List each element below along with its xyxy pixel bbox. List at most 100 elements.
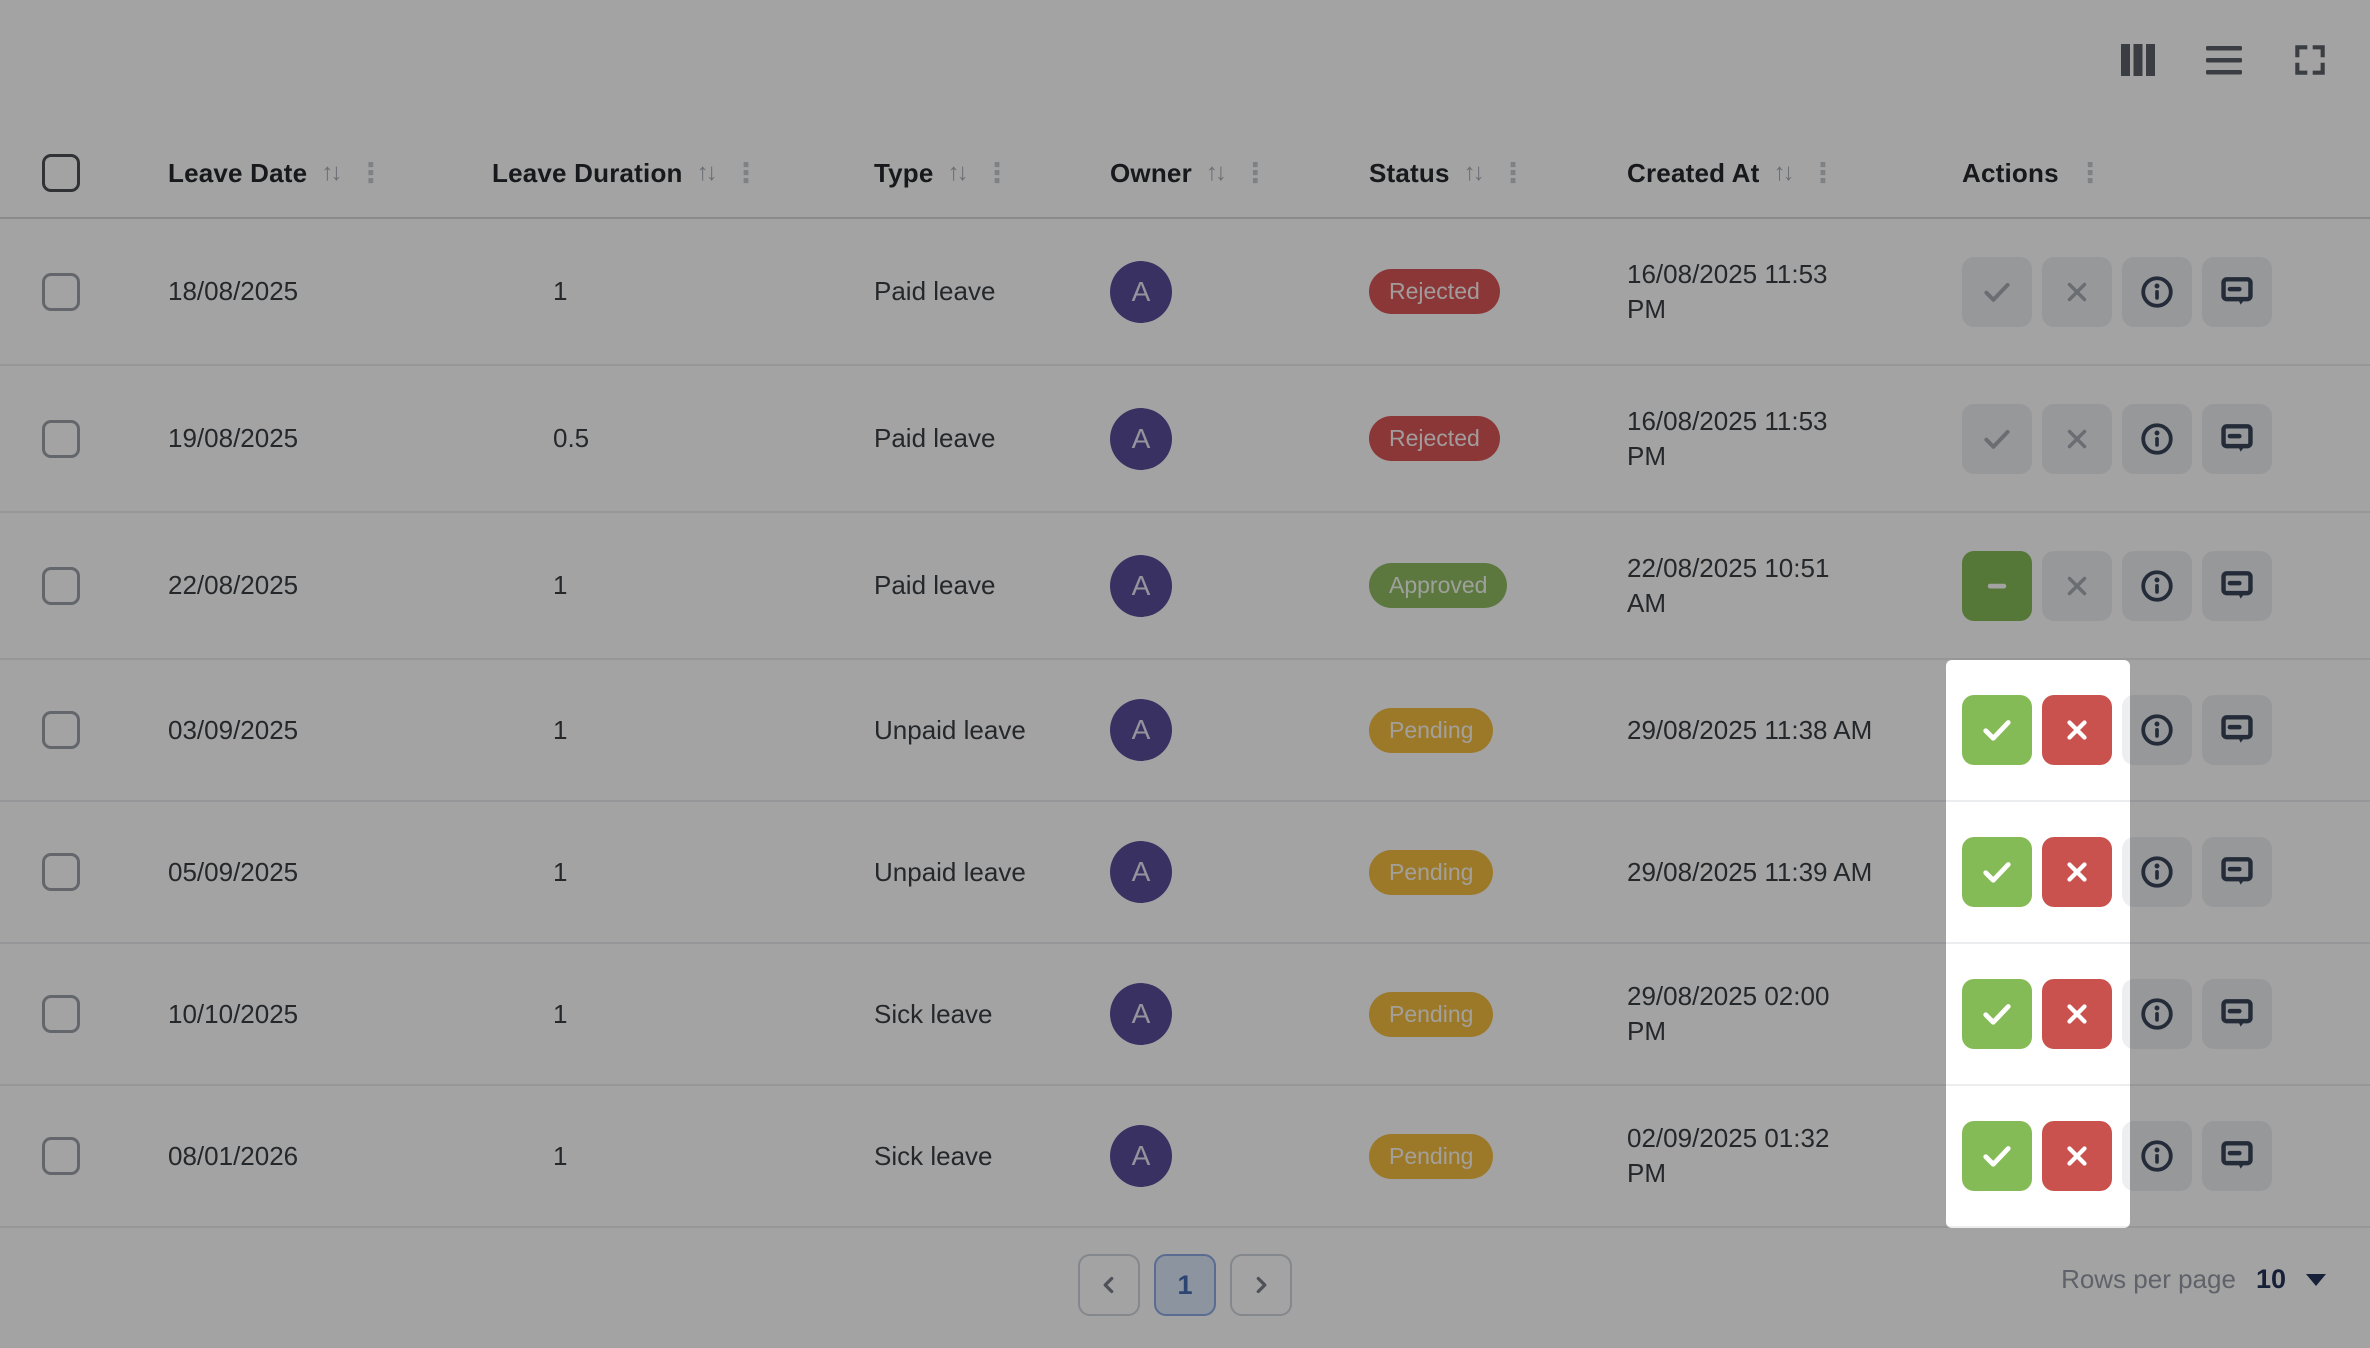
column-header-status: Status ↑↓ ⋮ xyxy=(1369,157,1527,188)
toggle-columns-button[interactable] xyxy=(2118,40,2158,80)
comment-button[interactable] xyxy=(2202,979,2272,1049)
comment-icon xyxy=(2221,857,2253,885)
info-icon xyxy=(2141,856,2173,888)
column-menu-icon[interactable]: ⋮ xyxy=(732,157,760,188)
approve-button[interactable] xyxy=(1962,837,2032,907)
select-all-checkbox[interactable] xyxy=(42,154,80,192)
check-icon xyxy=(1984,429,2010,449)
type-cell: Unpaid leave xyxy=(874,714,1026,745)
approve-button xyxy=(1962,403,2032,474)
check-icon xyxy=(1983,1004,2011,1025)
column-menu-icon[interactable]: ⋮ xyxy=(1499,157,1527,188)
comment-icon xyxy=(2221,423,2253,452)
column-header-type: Type ↑↓ ⋮ xyxy=(874,157,1011,188)
status-badge: Pending xyxy=(1369,707,1494,753)
sort-icon[interactable]: ↑↓ xyxy=(696,159,718,186)
menu-icon xyxy=(2206,46,2242,75)
info-button[interactable] xyxy=(2122,1121,2192,1191)
status-badge: Rejected xyxy=(1369,416,1500,461)
info-button[interactable] xyxy=(2122,979,2192,1049)
sort-icon[interactable]: ↑↓ xyxy=(1773,159,1795,186)
actions-cell xyxy=(1920,256,2370,327)
row-checkbox[interactable] xyxy=(42,853,80,891)
info-icon xyxy=(2141,1140,2173,1172)
leave-date-cell: 03/09/2025 xyxy=(168,714,299,745)
rows-per-page-select[interactable]: Rows per page 10 xyxy=(2061,1264,2326,1295)
leave-date-cell: 18/08/2025 xyxy=(168,276,299,306)
page-1-button[interactable]: 1 xyxy=(1154,1254,1216,1316)
table-row: 22/08/2025 1 Paid leave A Approved 22/08… xyxy=(0,513,2370,660)
type-cell: Sick leave xyxy=(874,998,993,1029)
row-checkbox[interactable] xyxy=(42,272,80,311)
sort-icon[interactable]: ↑↓ xyxy=(1463,159,1485,186)
comment-icon xyxy=(2221,276,2253,305)
chevron-right-icon xyxy=(1256,1276,1267,1294)
comment-button[interactable] xyxy=(2202,256,2272,327)
owner-avatar: A xyxy=(1110,407,1172,470)
info-button[interactable] xyxy=(2122,550,2192,621)
fullscreen-button[interactable] xyxy=(2290,40,2330,80)
table-row: 03/09/2025 1 Unpaid leave A Pending 29/0… xyxy=(0,660,2370,802)
status-badge: Rejected xyxy=(1369,269,1500,314)
reject-button[interactable] xyxy=(2042,837,2112,907)
column-menu-icon[interactable]: ⋮ xyxy=(357,157,385,188)
info-button[interactable] xyxy=(2122,256,2192,327)
type-cell: Sick leave xyxy=(874,1140,993,1171)
reject-button[interactable] xyxy=(2042,1121,2112,1191)
row-checkbox[interactable] xyxy=(42,1137,80,1175)
row-checkbox[interactable] xyxy=(42,711,80,749)
info-icon xyxy=(2141,569,2173,602)
leave-date-cell: 10/10/2025 xyxy=(168,998,299,1029)
owner-avatar: A xyxy=(1110,699,1172,761)
sort-icon[interactable]: ↑↓ xyxy=(321,159,342,186)
sort-icon[interactable]: ↑↓ xyxy=(1205,159,1227,186)
actions-cell xyxy=(1920,695,2370,765)
table-row: 08/01/2026 1 Sick leave A Pending 02/09/… xyxy=(0,1086,2370,1228)
table-row: 19/08/2025 0.5 Paid leave A Rejected 16/… xyxy=(0,366,2370,513)
created-at-cell: 29/08/2025 02:00 PM xyxy=(1627,981,1830,1046)
status-badge: Approved xyxy=(1369,563,1508,608)
chevron-left-icon xyxy=(1103,1276,1114,1294)
column-header-leave-date: Leave Date ↑↓ ⋮ xyxy=(168,157,385,188)
approve-button[interactable] xyxy=(1962,979,2032,1049)
table-menu-button[interactable] xyxy=(2204,40,2244,80)
row-checkbox[interactable] xyxy=(42,419,80,458)
info-button[interactable] xyxy=(2122,403,2192,474)
column-menu-icon[interactable]: ⋮ xyxy=(2076,157,2104,188)
info-button[interactable] xyxy=(2122,837,2192,907)
x-icon xyxy=(2067,720,2087,740)
actions-cell xyxy=(1920,1121,2370,1191)
column-menu-icon[interactable]: ⋮ xyxy=(1241,157,1269,188)
owner-avatar: A xyxy=(1110,1125,1172,1187)
x-icon xyxy=(2067,862,2087,882)
reject-button[interactable] xyxy=(2042,979,2112,1049)
row-checkbox[interactable] xyxy=(42,995,80,1033)
approve-button[interactable] xyxy=(1962,1121,2032,1191)
created-at-cell: 16/08/2025 11:53 PM xyxy=(1627,405,1828,471)
comment-button[interactable] xyxy=(2202,1121,2272,1191)
column-header-leave-duration: Leave Duration ↑↓ ⋮ xyxy=(492,157,760,188)
column-menu-icon[interactable]: ⋮ xyxy=(1809,157,1837,188)
comment-button[interactable] xyxy=(2202,837,2272,907)
info-button[interactable] xyxy=(2122,695,2192,765)
comment-button[interactable] xyxy=(2202,695,2272,765)
actions-cell xyxy=(1920,550,2370,621)
comment-icon xyxy=(2221,715,2253,743)
comment-button[interactable] xyxy=(2202,550,2272,621)
actions-cell xyxy=(1920,979,2370,1049)
leave-duration-cell: 1 xyxy=(553,998,568,1029)
approve-button[interactable] xyxy=(1962,695,2032,765)
comment-button[interactable] xyxy=(2202,403,2272,474)
leave-date-cell: 19/08/2025 xyxy=(168,423,299,453)
column-menu-icon[interactable]: ⋮ xyxy=(983,157,1011,188)
reject-button[interactable] xyxy=(2042,695,2112,765)
sort-icon[interactable]: ↑↓ xyxy=(947,159,969,186)
row-checkbox[interactable] xyxy=(42,566,80,605)
undo-approval-button[interactable] xyxy=(1962,550,2032,621)
fullscreen-icon xyxy=(2295,45,2325,75)
previous-page-button[interactable] xyxy=(1078,1254,1140,1316)
next-page-button[interactable] xyxy=(1230,1254,1292,1316)
columns-icon xyxy=(2121,44,2155,76)
approve-button xyxy=(1962,256,2032,327)
created-at-cell: 02/09/2025 01:32 PM xyxy=(1627,1123,1830,1188)
